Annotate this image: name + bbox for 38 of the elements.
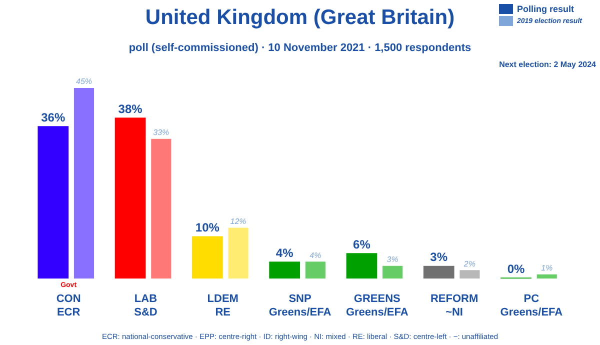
chart-subtitle: poll (self-commissioned) · 10 November 2021 · 1,500 respondents: [128, 42, 472, 54]
bar: [536, 274, 557, 279]
data-label: 36%: [41, 110, 66, 124]
x-tick-label: PC Greens/EFA: [500, 293, 563, 318]
data-label: 12%: [230, 216, 246, 226]
data-label: 3%: [430, 250, 448, 264]
bar: [114, 118, 146, 279]
bar: [192, 236, 223, 279]
chart-title: United Kingdom (Great Britain): [144, 6, 456, 30]
bar: [346, 253, 378, 279]
x-tick-label: GREENS Greens/EFA: [346, 293, 408, 318]
bar: [460, 270, 480, 279]
bar: [382, 266, 403, 279]
bar: [228, 228, 248, 279]
bar: [74, 88, 94, 279]
bar: [269, 262, 300, 279]
x-tick-label: LAB S&D: [134, 293, 158, 318]
x-tick-label: SNP Greens/EFA: [268, 293, 332, 318]
bar: [423, 266, 454, 279]
data-label: 0%: [507, 262, 525, 276]
x-tick-label: REFORM ~NI: [430, 293, 478, 318]
data-label: 3%: [386, 255, 398, 264]
data-label: 4%: [276, 246, 294, 260]
data-label: 33%: [153, 128, 170, 138]
data-label: 6%: [353, 238, 371, 252]
bar: [151, 138, 172, 279]
data-label: 38%: [118, 102, 143, 116]
data-label: 10%: [195, 220, 220, 235]
text: Polling result: [517, 4, 574, 14]
text: Next election: 2 May 2024: [498, 60, 596, 69]
bar: [305, 262, 326, 279]
data-label: 45%: [76, 77, 92, 86]
x-tick-label: CON ECR: [56, 293, 81, 318]
x-tick-label: LDEM RE: [207, 293, 238, 318]
data-label: 2%: [462, 259, 476, 268]
bar: [38, 126, 69, 279]
data-label: 4%: [310, 250, 322, 260]
data-label: 1%: [541, 264, 553, 273]
